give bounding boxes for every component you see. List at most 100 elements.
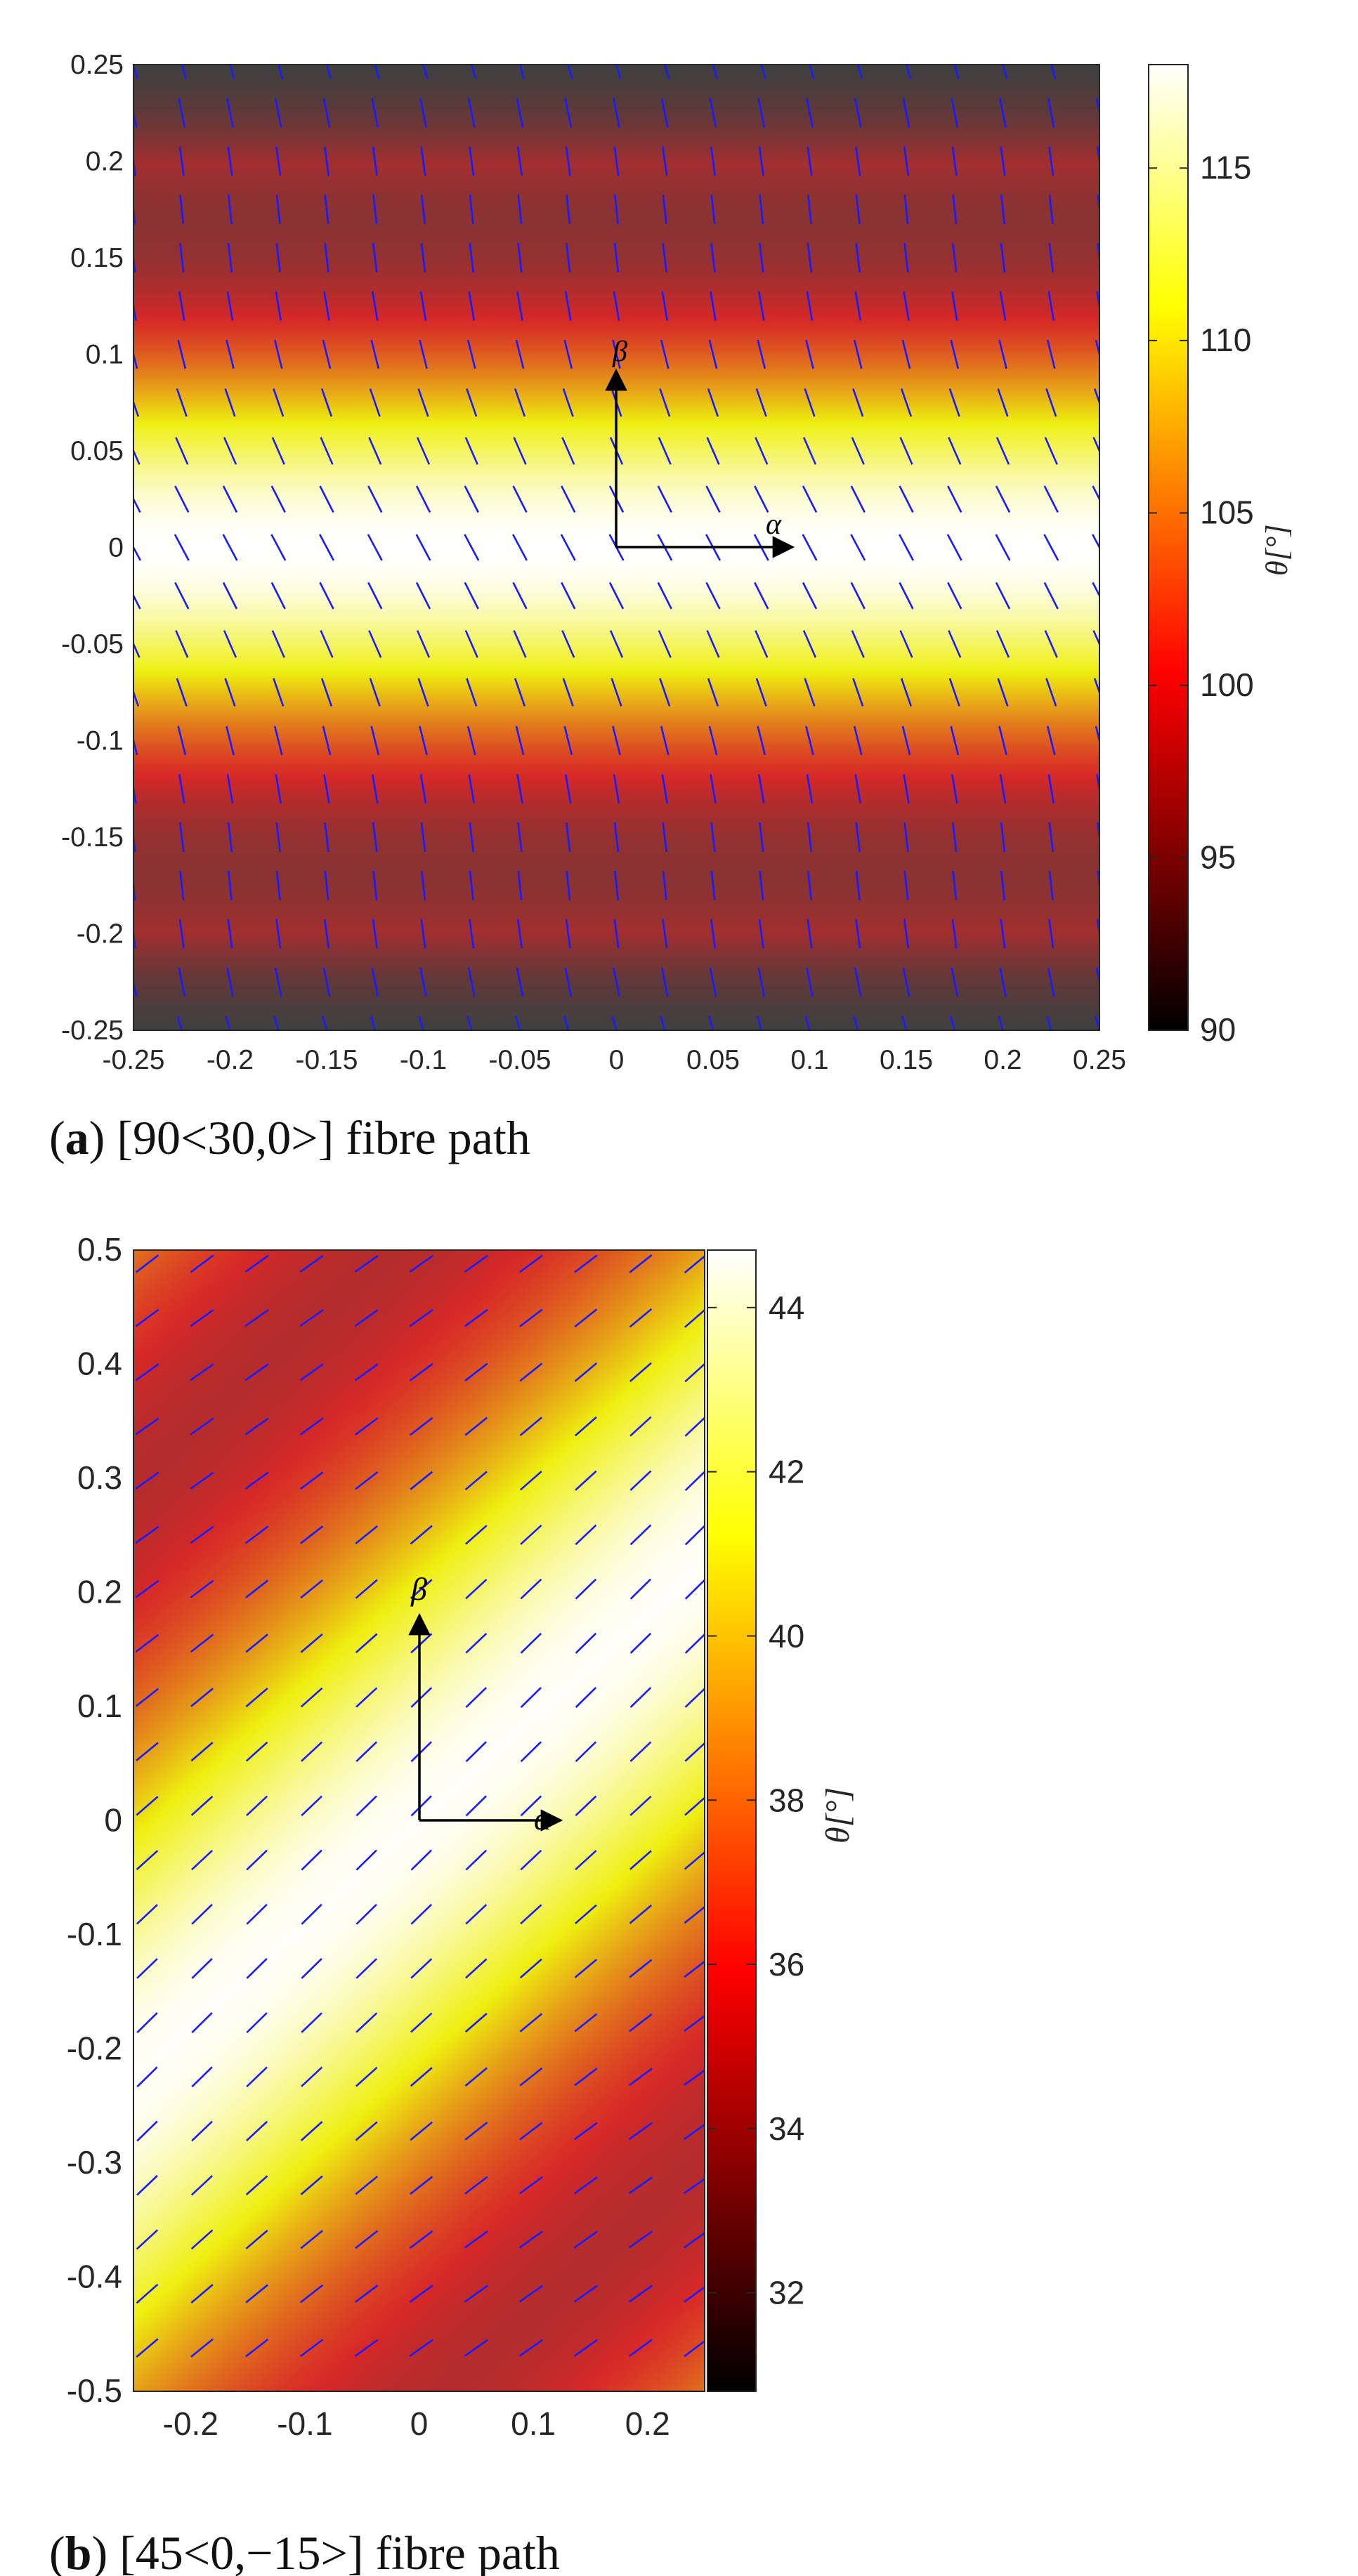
- colorbar-tick-label: 115: [1200, 149, 1251, 185]
- fibre-line: [1095, 725, 1099, 744]
- fibre-line: [323, 919, 330, 949]
- fibre-line: [1000, 195, 1006, 225]
- fibre-line: [190, 1308, 214, 1327]
- fibre-line: [566, 870, 571, 900]
- fibre-line: [1048, 822, 1055, 853]
- fibre-line: [174, 581, 190, 610]
- y-tick-label: -0.1: [77, 726, 124, 756]
- caption-b: (b) [45<0,−15>] fibre path: [49, 2526, 560, 2576]
- fibre-line: [135, 1688, 159, 1707]
- fibre-line: [300, 1525, 324, 1544]
- fibre-line: [355, 2012, 378, 2033]
- fibre-line: [133, 641, 141, 658]
- fibre-line: [274, 967, 282, 997]
- fibre-line: [520, 1632, 542, 1654]
- colorbar-tick-label: 34: [769, 2110, 804, 2147]
- fibre-line: [469, 919, 475, 949]
- fibre-line: [271, 630, 285, 658]
- fibre-line: [133, 876, 136, 900]
- fibre-line: [662, 919, 668, 949]
- fibre-line: [995, 485, 1011, 513]
- fibre-line: [410, 1741, 432, 1763]
- fibre-line: [322, 967, 331, 997]
- fibre-line: [999, 98, 1007, 128]
- y-ticks-b: 0.5 0.4 0.3 0.2 0.1 0 -0.1 -0.2 -0.3 -0.4 -0.5: [67, 1231, 122, 2409]
- y-tick-label: -0.25: [61, 1016, 124, 1046]
- fibre-line: [371, 98, 379, 128]
- fibre-line: [178, 967, 186, 997]
- y-tick-label: -0.2: [77, 919, 124, 949]
- x-tick-label: 0.2: [984, 1045, 1021, 1075]
- fibre-line: [953, 65, 960, 79]
- fibre-line: [133, 154, 137, 176]
- fibre-line: [244, 1417, 269, 1435]
- fibre-line: [903, 291, 910, 321]
- fibre-line: [299, 1254, 324, 1273]
- alpha-label-b: α: [534, 1801, 551, 1836]
- fibre-line: [1047, 774, 1055, 804]
- fibre-line: [354, 2339, 379, 2358]
- fibre-line: [1000, 870, 1006, 900]
- fibre-line: [905, 65, 912, 79]
- fibre-line: [629, 1741, 652, 1762]
- fibre-line: [136, 1850, 159, 1870]
- fibre-line: [1047, 98, 1055, 128]
- fibre-line: [299, 1309, 324, 1327]
- fibre-line: [275, 919, 282, 949]
- fibre-line: [684, 1255, 705, 1274]
- fibre-line: [465, 1741, 487, 1763]
- fibre-line: [705, 485, 721, 513]
- fibre-line: [174, 485, 190, 513]
- fibre-line: [1002, 65, 1008, 79]
- fibre-line: [1096, 291, 1099, 312]
- fibre-line: [807, 146, 813, 176]
- fibre-line: [709, 967, 717, 997]
- fibre-line: [757, 725, 766, 756]
- fibre-line: [226, 98, 234, 128]
- fibre-line: [952, 195, 958, 225]
- fibre-line: [324, 195, 329, 225]
- fibre-line: [629, 1254, 653, 1273]
- fibre-line: [612, 339, 621, 369]
- fibre-line: [806, 98, 814, 128]
- fibre-line: [410, 1903, 433, 1925]
- fibre-line: [1045, 388, 1057, 417]
- fibre-line: [275, 291, 282, 321]
- fibre-line: [136, 1958, 158, 1979]
- fibre-line: [469, 242, 475, 273]
- fibre-line: [516, 919, 523, 949]
- fibre-line: [807, 822, 813, 853]
- fibre-line: [226, 339, 235, 369]
- fibre-line: [409, 1362, 433, 1381]
- fibre-line: [629, 1578, 652, 1600]
- fibre-line: [246, 2120, 268, 2142]
- fibre-line: [997, 388, 1009, 417]
- fibre-line: [226, 725, 235, 756]
- fibre-line: [575, 1741, 597, 1763]
- fibre-line: [760, 65, 766, 79]
- local-axes-a: α β: [605, 336, 795, 558]
- fibre-line: [319, 485, 334, 513]
- fibre-line: [135, 1525, 159, 1544]
- fibre-line: [807, 919, 813, 949]
- fibre-line: [1091, 534, 1099, 550]
- fibre-line: [520, 1687, 542, 1708]
- fibre-line: [175, 437, 189, 465]
- heatmap-b: [133, 1250, 705, 2391]
- y-tick-label: -0.1: [67, 1916, 122, 1952]
- fibre-line: [226, 774, 234, 804]
- fibre-line: [136, 2338, 159, 2358]
- colorbar-label-a: θ[°]: [1260, 525, 1294, 576]
- fibre-line: [1046, 339, 1056, 369]
- fibre-line: [629, 1362, 652, 1382]
- y-tick-label: 0.1: [77, 1688, 122, 1724]
- fibre-line: [710, 195, 716, 225]
- panel-b: -0.2 -0.1 0 0.1 0.2 0.50.40.30.20.10-0.1-0.2…: [49, 1231, 856, 2576]
- fibre-line: [223, 630, 237, 658]
- x-tick-label: 0.15: [880, 1045, 933, 1075]
- fibre-line: [246, 1795, 268, 1816]
- fibre-line: [1093, 678, 1099, 695]
- fibre-line: [951, 822, 958, 853]
- local-axes-b: α β: [408, 1571, 563, 1836]
